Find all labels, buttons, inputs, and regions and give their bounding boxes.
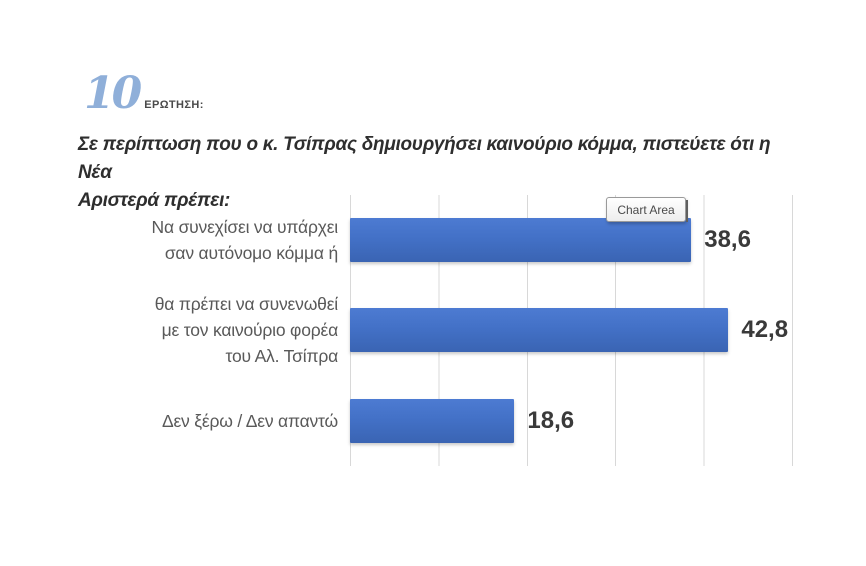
bar-segment[interactable]: [350, 398, 515, 443]
category-label: θα πρέπει να συνενωθεί με τον καινούριο …: [0, 285, 344, 375]
chart-area-tooltip-label: Chart Area: [617, 202, 675, 217]
category-label-line: σαν αυτόνομο κόμμα ή: [164, 243, 338, 264]
text-cursor-icon: [686, 200, 688, 222]
category-label-line: θα πρέπει να συνενωθεί: [154, 294, 338, 315]
category-label-line: με τον καινούριο φορέα: [161, 320, 339, 341]
category-label: Δεν ξέρω / Δεν απαντώ: [0, 376, 344, 466]
bar-segment[interactable]: [350, 218, 692, 263]
plot-area[interactable]: 38,6 42,8 18,6 Chart Area: [350, 195, 793, 466]
question-text: Σε περίπτωση που ο κ. Τσίπρας δημιουργήσ…: [78, 131, 808, 215]
question-text-line: Αριστερά πρέπει:: [78, 190, 231, 211]
chart-area-tooltip: Chart Area: [606, 197, 686, 222]
category-label-line: Να συνεχίσει να υπάρχει: [151, 217, 339, 238]
category-axis: Να συνεχίσει να υπάρχει σαν αυτόνομο κόμ…: [0, 195, 344, 466]
category-label: Να συνεχίσει να υπάρχει σαν αυτόνομο κόμ…: [0, 195, 344, 285]
value-label: 18,6: [527, 406, 575, 434]
value-label: 42,8: [741, 316, 789, 344]
value-label: 38,6: [704, 226, 751, 254]
question-label: ΕΡΩΤΗΣΗ:: [144, 99, 204, 112]
question-text-line: Σε περίπτωση που ο κ. Τσίπρας δημιουργήσ…: [78, 134, 771, 183]
question-header: 10 ΕΡΩΤΗΣΗ:: [84, 68, 204, 119]
bar-segment[interactable]: [350, 308, 729, 353]
bar-row: 42,8: [350, 285, 792, 375]
bar-chart[interactable]: Να συνεχίσει να υπάρχει σαν αυτόνομο κόμ…: [0, 195, 866, 466]
bar-row: 38,6: [350, 195, 792, 285]
bar-row: 18,6: [350, 376, 792, 466]
category-label-line: Δεν ξέρω / Δεν απαντώ: [161, 410, 338, 431]
category-label-line: του Αλ. Τσίπρα: [225, 346, 339, 367]
question-number: 10: [84, 68, 142, 119]
